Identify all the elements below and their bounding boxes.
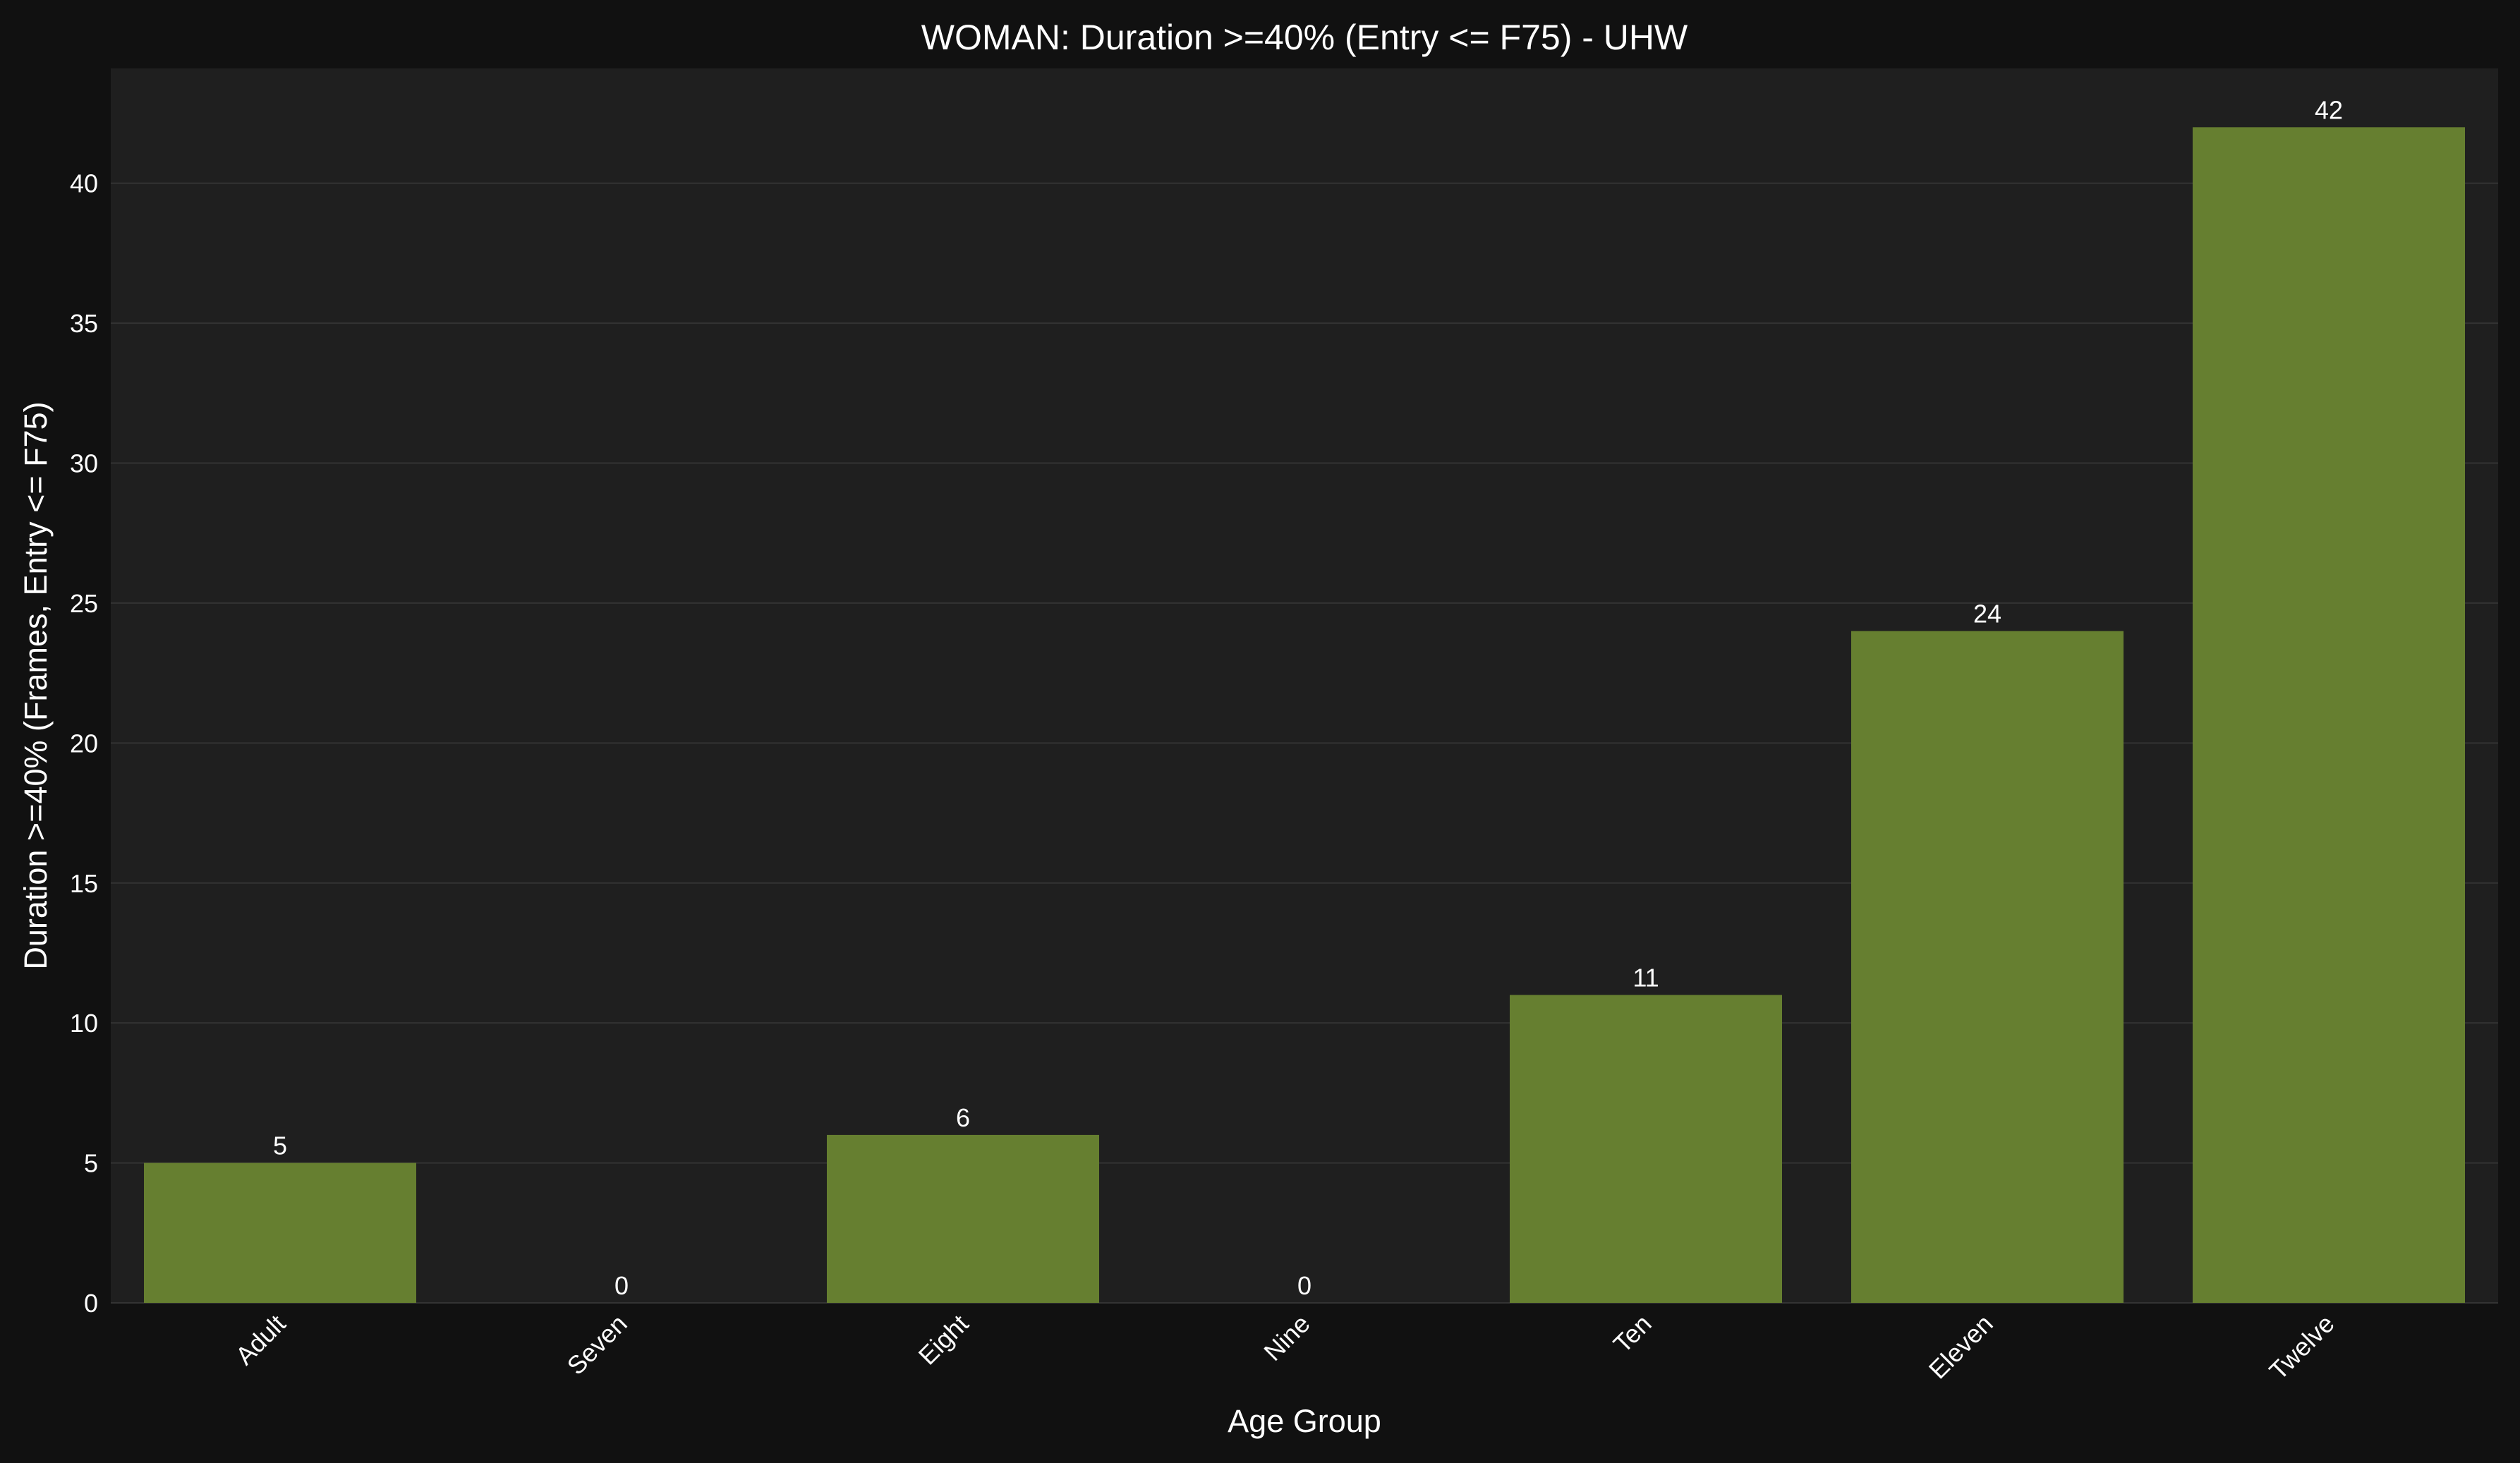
data-label: 0 (1297, 1271, 1312, 1300)
y-tick-label: 10 (70, 1009, 98, 1038)
y-tick-label: 40 (70, 169, 98, 198)
data-label: 5 (273, 1131, 287, 1160)
data-label: 6 (956, 1103, 970, 1132)
y-tick-label: 15 (70, 869, 98, 898)
data-label: 24 (1973, 600, 2001, 629)
bar (827, 1134, 1099, 1303)
data-labels: 5 0 6 0 11 24 42 (273, 95, 2343, 1300)
bar (1851, 631, 2124, 1303)
data-label: 0 (614, 1271, 629, 1300)
gridlines (111, 182, 2498, 1304)
y-axis-ticks: 0 5 10 15 20 25 30 35 40 (70, 169, 98, 1318)
y-axis-label: Duration >=40% (Frames, Entry <= F75) (18, 401, 54, 969)
bar (144, 1162, 416, 1303)
chart-title: WOMAN: Duration >=40% (Entry <= F75) - U… (921, 18, 1688, 57)
data-label: 42 (2315, 95, 2343, 124)
y-tick-label: 25 (70, 589, 98, 618)
plot-area (111, 68, 2498, 1303)
data-label: 11 (1632, 963, 1659, 992)
x-axis-label: Age Group (1228, 1403, 1381, 1439)
bar (1510, 995, 1782, 1303)
bar (2193, 127, 2465, 1303)
y-tick-label: 5 (84, 1149, 98, 1178)
y-tick-label: 30 (70, 449, 98, 478)
y-tick-label: 0 (84, 1289, 98, 1318)
y-tick-label: 20 (70, 729, 98, 758)
bars (144, 127, 2465, 1303)
y-tick-label: 35 (70, 309, 98, 338)
